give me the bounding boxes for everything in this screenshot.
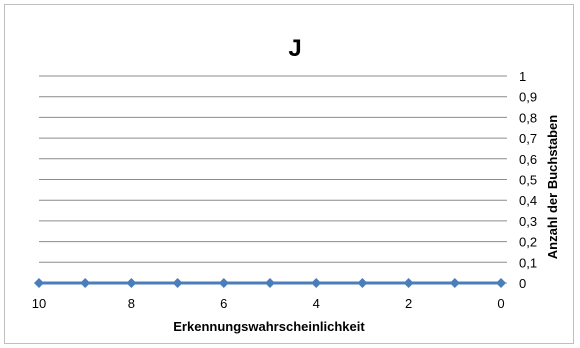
y-tick-label: 0,4 <box>519 193 537 208</box>
y-tick-label: 0,7 <box>519 131 537 146</box>
data-point-marker <box>496 278 506 288</box>
data-point-marker <box>126 278 137 288</box>
data-point-marker <box>172 278 183 288</box>
x-tick-label: 8 <box>128 296 135 311</box>
data-point-marker <box>357 278 368 288</box>
chart-title: J <box>288 35 301 62</box>
x-tick-label: 10 <box>32 296 46 311</box>
series-layer <box>34 278 506 288</box>
y-axis-title: Anzahl der Buchstaben <box>545 115 560 260</box>
x-tick-label: 4 <box>313 296 320 311</box>
data-point-marker <box>218 278 229 288</box>
y-tick-label: 1 <box>519 69 526 84</box>
x-tick-label: 6 <box>220 296 227 311</box>
y-tick-labels: 0 0,1 0,2 0,3 0,4 0,5 0,6 0,7 0,8 0,9 1 <box>519 69 537 291</box>
line-chart: J 0 0,1 0,2 0,3 0,4 0,5 0,6 0,7 0,8 0,9 1 10 8 6 4 2 0 … <box>32 35 560 334</box>
chart-frame: J 0 0,1 0,2 0,3 0,4 0,5 0,6 0,7 0,8 0,9 1 10 8 6 4 2 0 … <box>4 4 574 344</box>
data-point-marker <box>403 278 414 288</box>
x-tick-label: 2 <box>405 296 412 311</box>
data-point-marker <box>449 278 460 288</box>
y-tick-label: 0,9 <box>519 90 537 105</box>
y-tick-label: 0 <box>519 276 526 291</box>
data-point-marker <box>311 278 322 288</box>
x-tick-labels: 10 8 6 4 2 0 <box>32 296 505 311</box>
y-tick-label: 0,1 <box>519 255 537 270</box>
y-tick-label: 0,3 <box>519 214 537 229</box>
y-tick-label: 0,6 <box>519 152 537 167</box>
data-point-marker <box>34 278 44 288</box>
data-point-marker <box>265 278 275 288</box>
x-tick-label: 0 <box>497 296 504 311</box>
y-tick-label: 0,8 <box>519 110 537 125</box>
y-tick-label: 0,2 <box>519 235 537 250</box>
data-point-marker <box>80 278 91 288</box>
x-axis-title: Erkennungswahrscheinlichkeit <box>173 319 365 334</box>
y-tick-label: 0,5 <box>519 173 537 188</box>
gridlines <box>39 75 507 263</box>
